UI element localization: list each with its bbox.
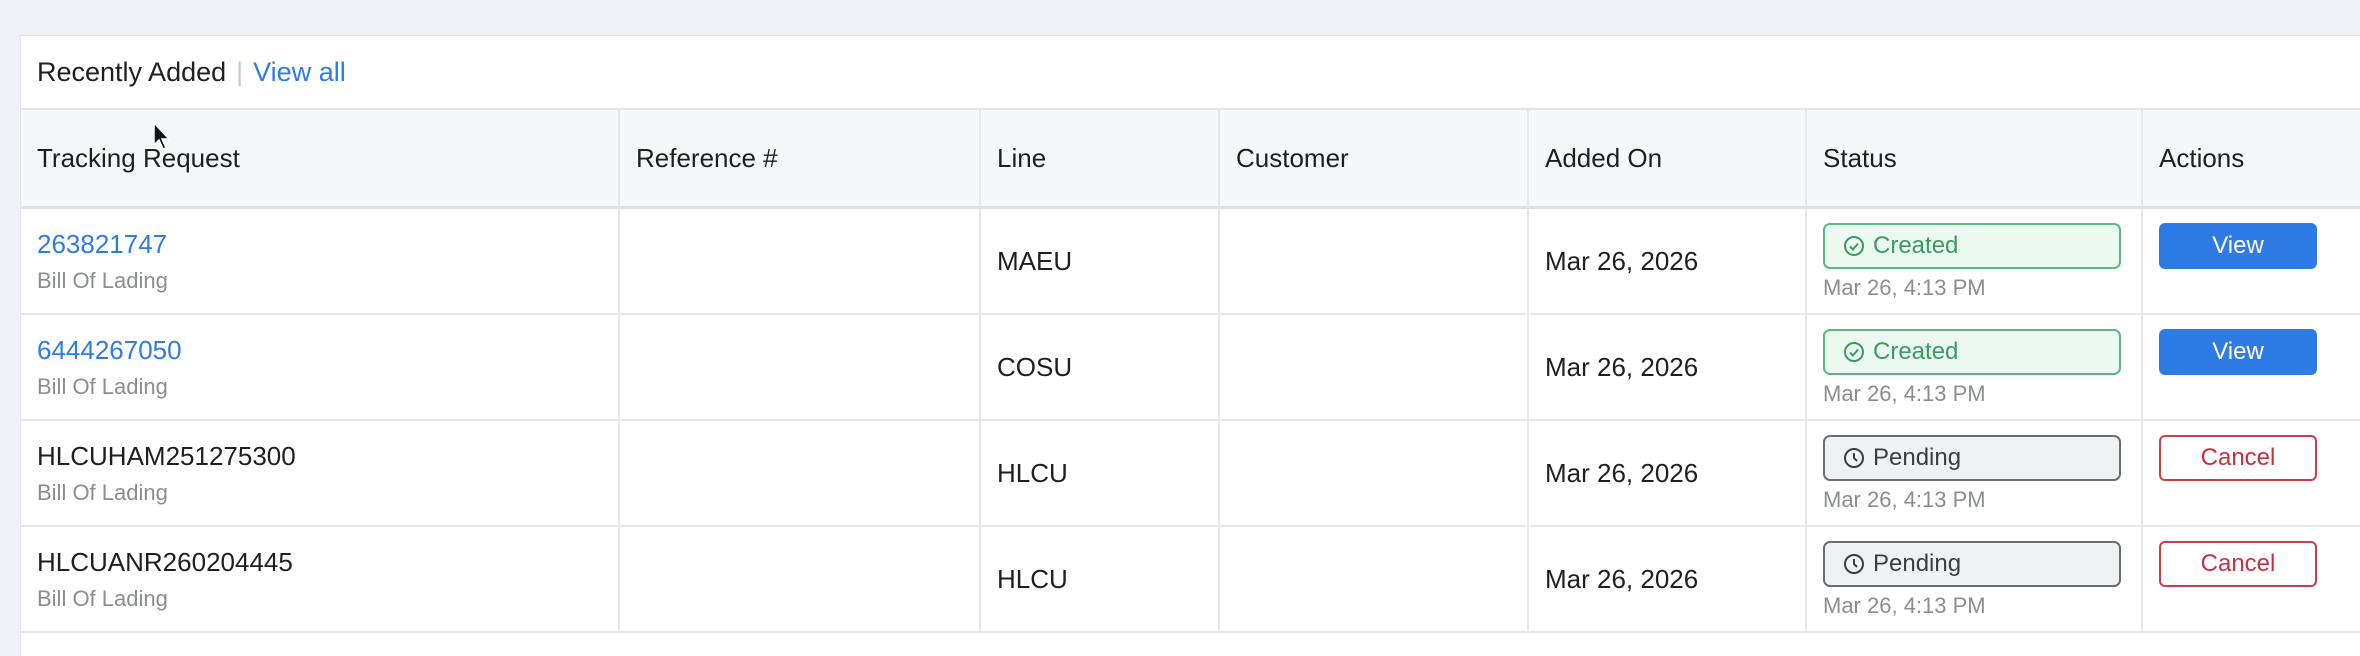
tracking-request-number: HLCUHAM251275300 — [37, 441, 296, 471]
status-label: Created — [1873, 232, 1959, 259]
cell-line: HLCU — [980, 526, 1220, 633]
cell-added-on: Mar 26, 2026 — [1528, 314, 1807, 421]
request-type: Bill Of Lading — [37, 268, 168, 293]
tracking-request-number: HLCUANR260204445 — [37, 547, 293, 577]
column-header-tracking-request[interactable]: Tracking Request — [21, 110, 620, 209]
status-label: Pending — [1873, 444, 1962, 471]
view-button[interactable]: View — [2159, 329, 2317, 375]
cell-tracking-request: HLCUHAM251275300 Bill Of Lading — [21, 420, 620, 527]
check-circle-icon — [1844, 342, 1864, 362]
column-header-actions: Actions — [2142, 110, 2360, 209]
status-label: Created — [1873, 338, 1959, 365]
status-label: Pending — [1873, 550, 1962, 577]
column-header-reference[interactable]: Reference # — [619, 110, 981, 209]
view-button[interactable]: View — [2159, 223, 2317, 269]
status-badge: Created — [1823, 329, 2121, 375]
column-header-status[interactable]: Status — [1806, 110, 2143, 209]
request-type: Bill Of Lading — [37, 480, 168, 505]
panel-title: Recently Added — [37, 56, 227, 87]
tracking-request-number[interactable]: 263821747 — [37, 229, 168, 259]
mouse-cursor-icon — [153, 122, 171, 150]
cell-customer — [1219, 207, 1529, 315]
request-type: Bill Of Lading — [37, 374, 168, 399]
request-type: Bill Of Lading — [37, 586, 168, 611]
cell-added-on: Mar 26, 2026 — [1528, 420, 1807, 527]
table-row: 263821747 Bill Of Lading MAEU Mar 26, 2026 C… — [21, 207, 2360, 315]
cancel-button[interactable]: Cancel — [2159, 435, 2317, 481]
status-badge: Pending — [1823, 435, 2121, 481]
cell-customer — [1219, 314, 1529, 421]
cell-line: MAEU — [980, 207, 1220, 315]
cell-reference — [619, 314, 981, 421]
cell-line: HLCU — [980, 420, 1220, 527]
check-circle-icon — [1844, 236, 1864, 256]
cell-tracking-request: HLCUANR260204445 Bill Of Lading — [21, 526, 620, 633]
status-time: Mar 26, 4:13 PM — [1823, 487, 1986, 512]
column-header-added-on[interactable]: Added On — [1528, 110, 1807, 209]
tracking-request-number[interactable]: 6444267050 — [37, 335, 182, 365]
cancel-button[interactable]: Cancel — [2159, 541, 2317, 587]
table-row: 6444267050 Bill Of Lading COSU Mar 26, 2026… — [21, 314, 2360, 421]
cell-actions: Cancel — [2142, 526, 2360, 633]
cell-reference — [619, 420, 981, 527]
column-header-customer[interactable]: Customer — [1219, 110, 1529, 209]
table-row: HLCUHAM251275300 Bill Of Lading HLCU Mar 26… — [21, 420, 2360, 527]
cell-status: Pending Mar 26, 4:13 PM — [1806, 420, 2143, 527]
status-badge: Created — [1823, 223, 2121, 269]
status-time: Mar 26, 4:13 PM — [1823, 381, 1986, 406]
status-badge: Pending — [1823, 541, 2121, 587]
panel-header: Recently Added | View all — [21, 36, 2360, 110]
cell-added-on: Mar 26, 2026 — [1528, 207, 1807, 315]
cell-added-on: Mar 26, 2026 — [1528, 526, 1807, 633]
cell-tracking-request: 6444267050 Bill Of Lading — [21, 314, 620, 421]
cell-tracking-request: 263821747 Bill Of Lading — [21, 207, 620, 315]
table-row: HLCUANR260204445 Bill Of Lading HLCU Mar 26… — [21, 526, 2360, 633]
cell-actions: View — [2142, 207, 2360, 315]
clock-icon — [1844, 554, 1864, 574]
recently-added-panel: Recently Added | View all Tracking Reque… — [20, 35, 2360, 656]
clock-icon — [1844, 448, 1864, 468]
tracking-table: Tracking Request Reference # Line Custom… — [21, 110, 2360, 633]
cell-actions: View — [2142, 314, 2360, 421]
cell-status: Created Mar 26, 4:13 PM — [1806, 207, 2143, 315]
separator: | — [236, 56, 244, 87]
cell-line: COSU — [980, 314, 1220, 421]
cell-status: Pending Mar 26, 4:13 PM — [1806, 526, 2143, 633]
cell-reference — [619, 207, 981, 315]
status-time: Mar 26, 4:13 PM — [1823, 275, 1986, 300]
cell-customer — [1219, 420, 1529, 527]
status-time: Mar 26, 4:13 PM — [1823, 593, 1986, 618]
cell-customer — [1219, 526, 1529, 633]
column-header-line[interactable]: Line — [980, 110, 1220, 209]
cell-status: Created Mar 26, 4:13 PM — [1806, 314, 2143, 421]
cell-actions: Cancel — [2142, 420, 2360, 527]
cell-reference — [619, 526, 981, 633]
view-all-link[interactable]: View all — [253, 56, 346, 87]
